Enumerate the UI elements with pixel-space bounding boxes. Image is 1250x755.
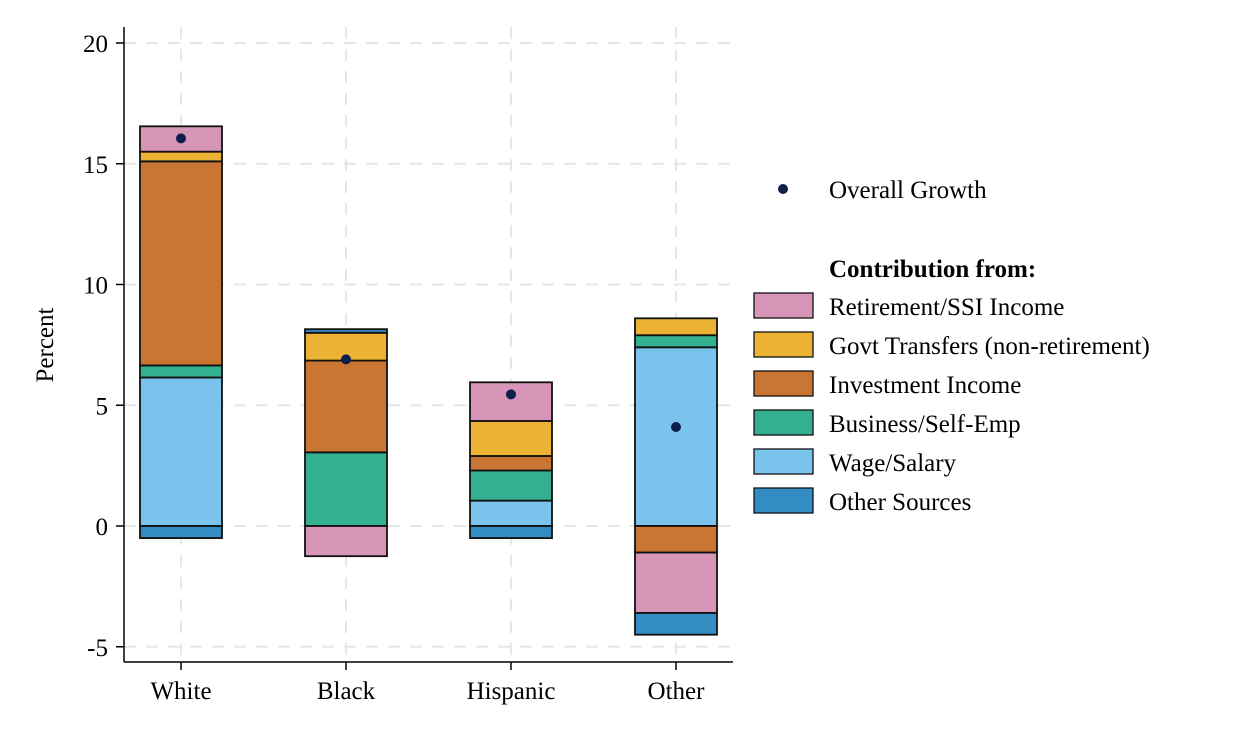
bar-segment-wage-salary (634, 346, 718, 527)
legend-swatch (753, 487, 814, 514)
bar-segment-investment-income (634, 525, 718, 554)
legend-swatch (753, 331, 814, 358)
overall-growth-point (176, 133, 186, 144)
legend-label: Business/Self-Emp (829, 411, 1021, 438)
bar-segment-business-self-emp (304, 451, 388, 527)
overall-growth-point (671, 421, 681, 432)
y-tick-label: 5 (96, 393, 109, 420)
x-tick-label: Hispanic (467, 678, 556, 705)
bar-segment-govt-transfers-non-retirement- (469, 420, 553, 457)
y-tick-label: 20 (83, 31, 108, 58)
bar-segment-business-self-emp (634, 334, 718, 349)
bar-segment-other-sources (634, 612, 718, 636)
bar-segment-business-self-emp (139, 364, 223, 379)
y-tick-label: 15 (83, 152, 108, 179)
legend-overall-label: Overall Growth (829, 177, 987, 204)
bar-segment-other-sources (469, 525, 553, 539)
x-tick-label: Other (648, 678, 706, 705)
axes: Percent (32, 27, 733, 663)
y-tick-label: -5 (87, 635, 108, 662)
legend-swatch (753, 448, 814, 475)
y-tick-label: 10 (83, 273, 108, 300)
y-axis-label: Percent (32, 307, 59, 382)
bar-segment-wage-salary (469, 499, 553, 527)
x-tick-label: White (150, 678, 211, 705)
bar-segment-other-sources (139, 525, 223, 539)
y-tick-label: 0 (96, 514, 109, 541)
legend-label: Retirement/SSI Income (829, 294, 1064, 321)
legend-label: Wage/Salary (829, 450, 957, 477)
overall-growth-point (506, 389, 516, 400)
legend-swatch (753, 292, 814, 319)
bar-segment-govt-transfers-non-retirement- (139, 150, 223, 163)
bar-segment-investment-income (304, 359, 388, 454)
bar-segment-govt-transfers-non-retirement- (634, 317, 718, 337)
legend: Overall Growth Contribution from: Retire… (753, 177, 1150, 516)
legend-swatch (753, 370, 814, 397)
legend-swatch (753, 409, 814, 436)
bar-segment-investment-income (469, 455, 553, 472)
legend-label: Investment Income (829, 372, 1021, 399)
overall-points (176, 133, 681, 432)
bar-segment-investment-income (139, 160, 223, 367)
overall-growth-point (341, 354, 351, 365)
ticks: -5 0 5 10 15 20 White Black Hispanic Other (83, 31, 705, 705)
legend-heading: Contribution from: (829, 256, 1036, 283)
legend-overall-marker (778, 184, 788, 194)
bar-segment-retirement-ssi-income (304, 525, 388, 558)
bar-segment-business-self-emp (469, 469, 553, 502)
bar-segment-retirement-ssi-income (469, 381, 553, 422)
legend-label: Other Sources (829, 489, 971, 516)
legend-label: Govt Transfers (non-retirement) (829, 333, 1150, 360)
bar-segment-other-sources (304, 328, 388, 334)
x-tick-label: Black (317, 678, 376, 705)
bars (139, 125, 718, 636)
bar-segment-retirement-ssi-income (634, 551, 718, 614)
bar-segment-wage-salary (139, 376, 223, 527)
